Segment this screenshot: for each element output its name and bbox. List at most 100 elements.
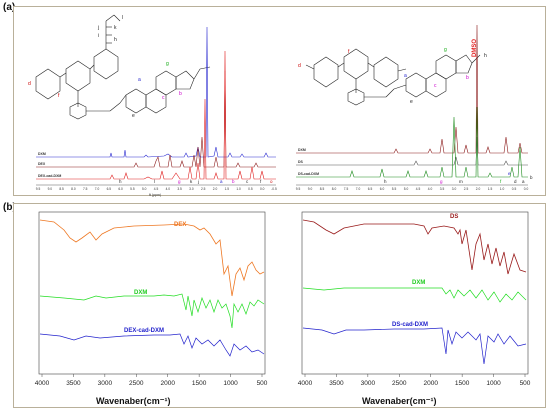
ir-right-label-complex: DS-cad-DXM [392,322,428,328]
ir-tick-label: 1000 [486,380,501,387]
nmr-right-ppm-tick: 7.5 [344,187,349,191]
nmr-left-ppm-tick: 9.5 [36,187,41,191]
nmr-left-trace-label-dex: DEX [38,162,46,166]
nmr-panel: l k j i h d f g a b c e [13,6,546,197]
svg-text:e: e [132,113,135,119]
nmr-left-ppm-tick: 9.0 [48,187,53,191]
nmr-left-ppm-tick: 8.5 [59,187,64,191]
nmr-right-spectra [296,24,528,186]
nmr-right-ppm-tick: 8.0 [332,187,337,191]
ir-tick-label: 3000 [98,380,113,387]
svg-text:a: a [138,77,141,83]
nmr-right-ppm-tick: 3.5 [440,187,445,191]
svg-text:b: b [179,91,182,97]
panel-label-a: (a) [3,2,16,13]
svg-text:f: f [58,93,60,99]
nmr-right-peak-e: e [508,171,511,176]
ir-right-label-dxm: DXM [412,280,425,286]
nmr-left-ppm-tick: 4.0 [166,187,171,191]
nmr-right-peak-h: h [384,179,387,184]
nmr-right-peak-b: b [530,175,533,180]
ir-left-x-ticks: 4000 3500 3000 2500 2000 1500 1000 500 [35,374,268,387]
nmr-figure: l k j i h d f g a b c e [28,14,533,197]
nmr-right-ppm-tick: 1.5 [488,187,493,191]
ir-left-complex-trace [39,333,265,357]
nmr-left-peak-b: b [232,179,235,184]
nmr-right-ppm-tick: 1.0 [500,187,505,191]
nmr-left-trace-label-dxm: DXM [38,152,46,156]
nmr-left-peak-j: j [197,179,199,184]
nmr-left-ppm-tick: 1.5 [225,187,230,191]
nmr-left-peak-a: a [220,179,223,184]
nmr-left-axis-unit: ft (ppm) [149,193,161,197]
nmr-left-ppm-tick: 5.0 [142,187,147,191]
nmr-right-ppm-tick: 8.5 [320,187,325,191]
ir-right-xlabel: Wavenaber(cm⁻¹) [362,396,437,406]
nmr-right-ppm-tick: 2.0 [476,187,481,191]
nmr-right-ppm-tick: 9.0 [308,187,313,191]
nmr-right-trace-label-complex: DS-cad-DXM [298,172,319,176]
ir-tick-label: 2000 [160,380,175,387]
nmr-left-spectra [36,26,276,186]
ir-left-frame [38,211,266,375]
nmr-left-ppm-tick: 8.0 [71,187,76,191]
svg-text:d: d [298,63,301,69]
nmr-left-ppm-tick: 0.5 [248,187,253,191]
nmr-right-ppm-tick: 0.5 [512,187,517,191]
ir-left-label-complex: DEX-cad-DXM [124,328,164,334]
ir-right-ds-trace [302,219,527,275]
nmr-left-peak-h: h [119,179,122,184]
ir-tick-label: 4000 [298,380,313,387]
svg-text:k: k [114,25,117,31]
nmr-left-ppm-tick: 2.0 [213,187,218,191]
svg-text:a: a [404,73,407,79]
svg-text:f: f [348,49,350,55]
right-molecule-structure [305,48,481,106]
nmr-left-ppm-tick: 0.0 [260,187,265,191]
ir-tick-label: 500 [520,380,531,387]
dmso-solvent-label: DMSO [472,39,478,57]
svg-text:g: g [166,61,169,67]
nmr-left-ppm-tick: 3.0 [189,187,194,191]
nmr-left-ppm-tick: -0.5 [271,187,277,191]
ir-left-label-dex: DEX [174,222,186,228]
nmr-left-ppm-tick: 6.5 [107,187,112,191]
ir-tick-label: 1000 [223,380,238,387]
ir-tick-label: 2000 [423,380,438,387]
ir-tick-label: 4000 [35,380,50,387]
ir-tick-label: 2500 [129,380,144,387]
nmr-right-ppm-tick: 2.5 [464,187,469,191]
nmr-left-trace-label-complex: DEX-cad-DXM [38,174,61,178]
svg-text:h: h [484,53,487,59]
nmr-right-ppm-tick: 3.0 [452,187,457,191]
svg-text:c: c [434,83,437,89]
nmr-left-ppm-tick: 3.5 [177,187,182,191]
svg-text:i: i [98,33,99,39]
nmr-right-peak-f: f [500,179,502,184]
nmr-right-ppm-tick: 6.0 [380,187,385,191]
nmr-left-ppm-tick: 7.0 [95,187,100,191]
nmr-right-ppm-tick: 9.5 [296,187,301,191]
nmr-axis-ticks: 9.5 9.0 8.5 8.0 7.5 7.0 6.5 6.0 5.5 5.0 4.5 4.0 3.5 3… [36,187,529,191]
nmr-left-peak-k: k [190,179,193,184]
nmr-right-ppm-tick: 0.0 [524,187,529,191]
left-molecule-structure [35,14,211,120]
ir-tick-label: 3000 [361,380,376,387]
nmr-left-peak-l: l [154,179,155,184]
ir-panel: DEX DXM DEX-cad-DXM 4000 3500 3000 2500 2000… [13,203,546,408]
svg-text:c: c [162,95,165,101]
ir-tick-label: 1500 [455,380,470,387]
nmr-right-peak-m: m [459,179,463,184]
ir-tick-label: 1500 [192,380,207,387]
nmr-right-ppm-tick: 5.5 [392,187,397,191]
panel-label-b: (b) [3,202,16,213]
ir-right-frame [301,211,529,375]
ir-left-dex-trace [39,219,265,297]
nmr-right-peak-d: d [514,179,517,184]
ir-left-label-dxm: DXM [134,290,147,296]
svg-text:l: l [122,15,123,21]
nmr-right-ppm-tick: 4.5 [416,187,421,191]
ir-tick-label: 3500 [329,380,344,387]
svg-text:h: h [114,37,117,43]
nmr-left-ppm-tick: 2.5 [201,187,206,191]
